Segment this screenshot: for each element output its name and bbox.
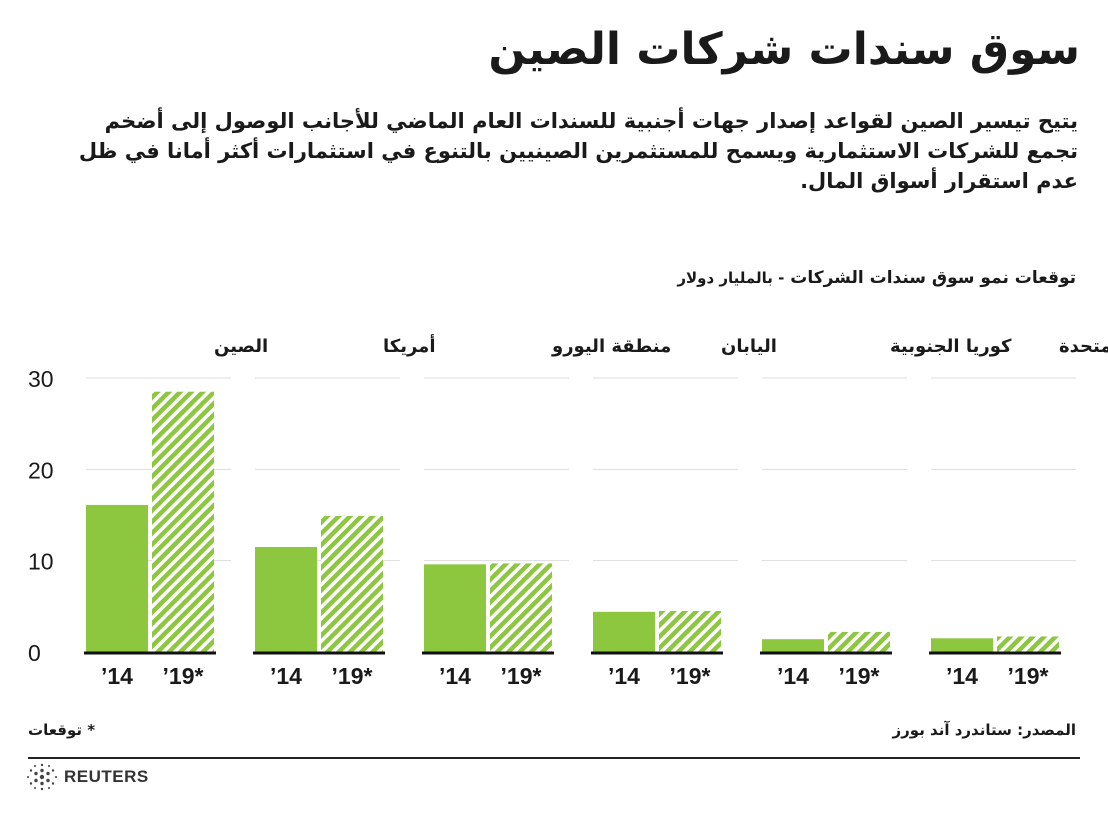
y-tick-label: 30 — [28, 366, 54, 392]
footer-divider — [28, 757, 1080, 759]
y-tick-label: 10 — [28, 549, 54, 575]
x-tick-label: ’14 — [270, 663, 302, 689]
page-subtitle: يتيح تيسير الصين لقواعد إصدار جهات أجنبي… — [78, 109, 1078, 193]
category-label: كوريا الجنوبية — [890, 336, 1012, 357]
reuters-dots-icon — [27, 763, 57, 791]
bar-2019-forecast — [997, 636, 1059, 652]
category-label: الصين — [214, 336, 268, 357]
x-tick-label: ’19* — [839, 663, 880, 689]
x-tick-label: ’19* — [163, 663, 204, 689]
bar-2019-forecast — [659, 610, 721, 652]
bar-2014 — [255, 546, 317, 652]
bar-2019-forecast — [828, 631, 890, 652]
chart-title: توقعات نمو سوق سندات الشركات - بالمليار … — [176, 265, 1076, 291]
bar-2014 — [424, 564, 486, 652]
category-label: المملكة المتحدة — [1059, 336, 1108, 357]
chart-title-text: توقعات نمو سوق سندات الشركات — [790, 268, 1076, 288]
chart-unit-label: - بالمليار دولار — [677, 269, 785, 287]
category-label: اليابان — [721, 336, 777, 357]
forecast-note: * توقعات — [28, 721, 96, 739]
x-tick-label: ’14 — [439, 663, 471, 689]
x-tick-label: ’19* — [332, 663, 373, 689]
bar-2019-forecast — [321, 515, 383, 652]
x-tick-label: ’14 — [101, 663, 133, 689]
page-title: سوق سندات شركات الصين — [488, 24, 1080, 75]
bar-2019-forecast — [490, 563, 552, 652]
x-tick-label: ’19* — [670, 663, 711, 689]
brand-logo: REUTERS — [26, 763, 149, 791]
x-tick-label: ’14 — [777, 663, 809, 689]
x-tick-label: ’14 — [946, 663, 978, 689]
x-tick-label: ’19* — [501, 663, 542, 689]
category-label: منطقة اليورو — [551, 336, 671, 357]
category-label: أمريكا — [383, 334, 436, 357]
bar-chart: 0 10 20 30 الصين ’14 ’19* أمريكا ’14 ’19* منطقة ال… — [28, 334, 1108, 689]
source-note: المصدر: ستاندرد آند بورز — [892, 721, 1076, 739]
y-tick-label: 0 — [28, 640, 41, 666]
bar-2014 — [762, 639, 824, 652]
brand-name: REUTERS — [64, 767, 149, 786]
y-tick-label: 20 — [28, 457, 54, 483]
bar-2014 — [86, 504, 148, 652]
bar-2014 — [593, 611, 655, 652]
x-tick-label: ’14 — [608, 663, 640, 689]
bar-2019-forecast — [152, 391, 214, 652]
x-tick-label: ’19* — [1008, 663, 1049, 689]
bar-2014 — [931, 638, 993, 652]
